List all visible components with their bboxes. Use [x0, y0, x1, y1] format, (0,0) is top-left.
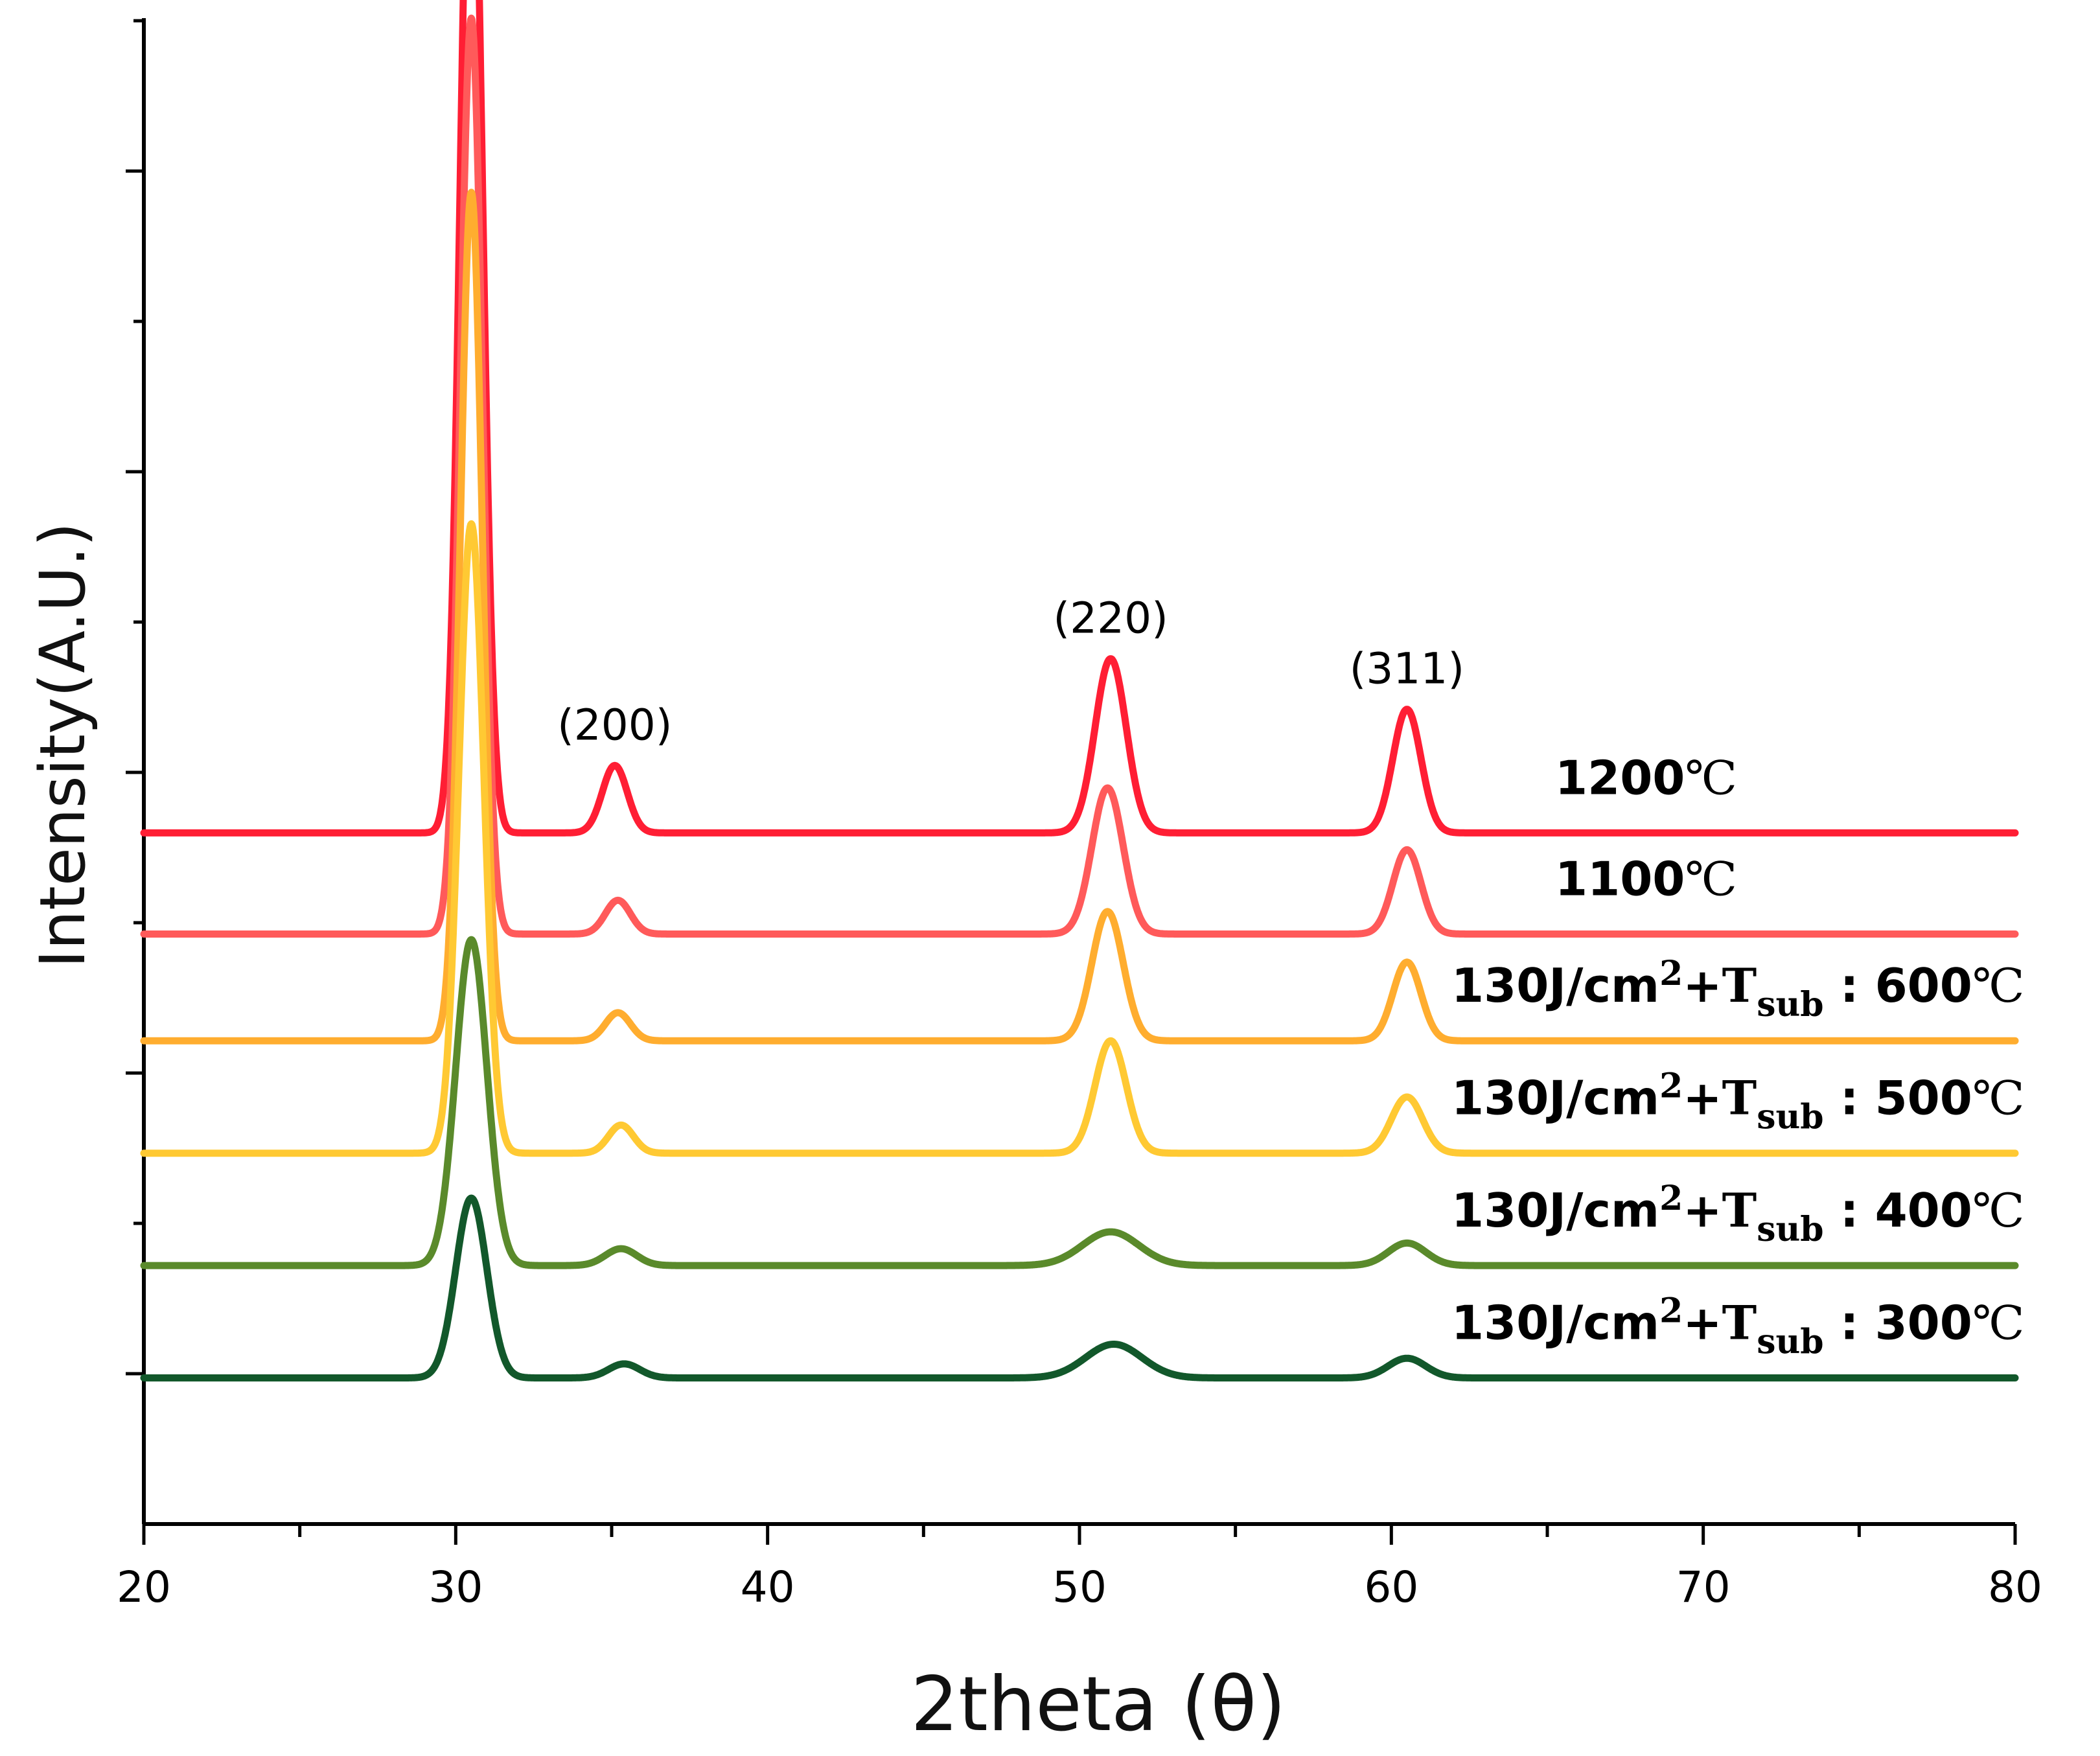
x-tick-label: 50 [1052, 1562, 1107, 1612]
series-label: 1200℃ [1555, 750, 1737, 805]
x-tick-label: 80 [1988, 1562, 2042, 1612]
x-tick-label: 20 [117, 1562, 171, 1612]
peak-label: (200) [557, 700, 672, 750]
y-axis-title: Intensity(A.U.) [27, 522, 99, 968]
series-line [140, 0, 2019, 837]
series-label: 130J/cm2+Tsub : 400℃ [1451, 1179, 2024, 1249]
series-label: 130J/cm2+Tsub : 300℃ [1451, 1291, 2024, 1362]
x-axis-title: 2theta (θ) [910, 1661, 1286, 1748]
series-line [140, 1194, 2019, 1381]
series-layer [140, 0, 2019, 1381]
x-tick-label: 40 [741, 1562, 795, 1612]
peak-label: (220) [1053, 594, 1168, 643]
series-label: 1100℃ [1555, 851, 1737, 906]
series-line [140, 189, 2019, 1045]
peak-label: (311) [1350, 644, 1464, 694]
x-tick-label: 70 [1676, 1562, 1731, 1612]
x-tick-label: 60 [1364, 1562, 1418, 1612]
x-tick-label: 30 [428, 1562, 483, 1612]
series-line [140, 520, 2019, 1157]
series-label: 130J/cm2+Tsub : 500℃ [1451, 1067, 2024, 1137]
chart-axes: 20 30 40 50 60 70 80 [117, 18, 2042, 1612]
series-label: 130J/cm2+Tsub : 600℃ [1451, 954, 2024, 1024]
peak-labels: (111)(200)(220)(311) [557, 594, 1464, 750]
series-line [140, 936, 2019, 1269]
legend-layer: 1200℃ 1100℃ 130J/cm2+Tsub : 600℃ 130J/cm2+T… [1451, 750, 2024, 1361]
